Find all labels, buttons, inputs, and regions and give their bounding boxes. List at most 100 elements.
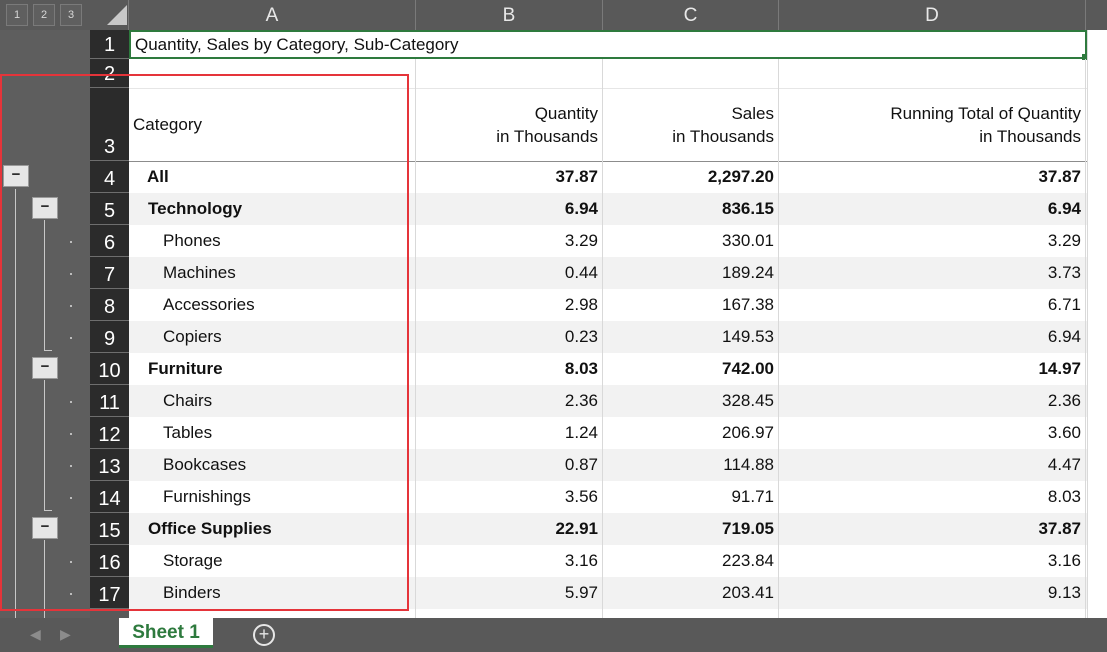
quantity-cell[interactable]: 0.23 bbox=[416, 321, 603, 353]
quantity-cell[interactable]: 2.36 bbox=[416, 385, 603, 417]
category-cell[interactable]: Machines bbox=[129, 257, 416, 289]
quantity-header[interactable]: Quantity in Thousands bbox=[416, 88, 603, 161]
row-header-7[interactable]: 7 bbox=[90, 257, 129, 289]
quantity-cell[interactable]: 3.56 bbox=[416, 481, 603, 513]
category-cell[interactable]: Tables bbox=[129, 417, 416, 449]
category-cell[interactable]: Furnishings bbox=[129, 481, 416, 513]
outline-level-2-button[interactable]: 2 bbox=[33, 4, 55, 26]
cell[interactable] bbox=[603, 609, 779, 618]
title-cell[interactable]: Quantity, Sales by Category, Sub-Categor… bbox=[129, 30, 1087, 59]
quantity-cell[interactable]: 1.24 bbox=[416, 417, 603, 449]
sales-cell[interactable]: 189.24 bbox=[603, 257, 779, 289]
sales-cell[interactable]: 206.97 bbox=[603, 417, 779, 449]
cell[interactable] bbox=[603, 59, 779, 88]
row-header-12[interactable]: 12 bbox=[90, 417, 129, 449]
fill-handle[interactable] bbox=[1082, 54, 1088, 60]
sales-cell[interactable]: 91.71 bbox=[603, 481, 779, 513]
add-sheet-icon[interactable]: + bbox=[253, 624, 275, 646]
row-header-6[interactable]: 6 bbox=[90, 225, 129, 257]
running-total-cell[interactable]: 6.94 bbox=[779, 321, 1086, 353]
row-header-17[interactable]: 17 bbox=[90, 577, 129, 609]
sales-cell[interactable]: 328.45 bbox=[603, 385, 779, 417]
running-total-cell[interactable]: 3.16 bbox=[779, 545, 1086, 577]
category-cell[interactable]: Office Supplies bbox=[129, 513, 416, 545]
cell[interactable] bbox=[129, 609, 416, 618]
quantity-cell[interactable]: 22.91 bbox=[416, 513, 603, 545]
quantity-cell[interactable]: 5.97 bbox=[416, 577, 603, 609]
row-header-14[interactable]: 14 bbox=[90, 481, 129, 513]
row-header-3[interactable]: 3 bbox=[90, 88, 129, 161]
sales-cell[interactable]: 167.38 bbox=[603, 289, 779, 321]
cell[interactable] bbox=[779, 59, 1086, 88]
quantity-cell[interactable]: 37.87 bbox=[416, 161, 603, 193]
quantity-cell[interactable]: 8.03 bbox=[416, 353, 603, 385]
category-cell[interactable]: Copiers bbox=[129, 321, 416, 353]
cell[interactable] bbox=[129, 59, 416, 88]
running-total-cell[interactable]: 9.13 bbox=[779, 577, 1086, 609]
quantity-cell[interactable]: 2.98 bbox=[416, 289, 603, 321]
quantity-cell[interactable]: 3.29 bbox=[416, 225, 603, 257]
row-header-15[interactable]: 15 bbox=[90, 513, 129, 545]
sales-cell[interactable]: 203.41 bbox=[603, 577, 779, 609]
column-header-d[interactable]: D bbox=[779, 0, 1086, 30]
column-header-b[interactable]: B bbox=[416, 0, 603, 30]
outline-level-3-button[interactable]: 3 bbox=[60, 4, 82, 26]
running-total-cell[interactable]: 6.94 bbox=[779, 193, 1086, 225]
sales-cell[interactable]: 330.01 bbox=[603, 225, 779, 257]
running-total-cell[interactable]: 4.47 bbox=[779, 449, 1086, 481]
running-total-cell[interactable]: 37.87 bbox=[779, 161, 1086, 193]
cell[interactable] bbox=[779, 609, 1086, 618]
quantity-cell[interactable]: 3.16 bbox=[416, 545, 603, 577]
sales-cell[interactable]: 742.00 bbox=[603, 353, 779, 385]
tab-nav-next-icon[interactable]: ▶ bbox=[60, 626, 71, 642]
running-total-cell[interactable]: 6.71 bbox=[779, 289, 1086, 321]
quantity-cell[interactable]: 0.44 bbox=[416, 257, 603, 289]
running-total-cell[interactable]: 3.73 bbox=[779, 257, 1086, 289]
running-total-header[interactable]: Running Total of Quantity in Thousands bbox=[779, 88, 1086, 161]
sales-cell[interactable]: 114.88 bbox=[603, 449, 779, 481]
column-header-c[interactable]: C bbox=[603, 0, 779, 30]
tab-nav-prev-icon[interactable]: ◀ bbox=[30, 626, 41, 642]
running-total-cell[interactable]: 2.36 bbox=[779, 385, 1086, 417]
running-total-cell[interactable]: 3.60 bbox=[779, 417, 1086, 449]
running-total-cell[interactable]: 8.03 bbox=[779, 481, 1086, 513]
row-header-10[interactable]: 10 bbox=[90, 353, 129, 385]
collapse-furniture-button[interactable]: − bbox=[32, 357, 58, 379]
collapse-technology-button[interactable]: − bbox=[32, 197, 58, 219]
quantity-cell[interactable]: 6.94 bbox=[416, 193, 603, 225]
collapse-office-supplies-button[interactable]: − bbox=[32, 517, 58, 539]
sales-cell[interactable]: 836.15 bbox=[603, 193, 779, 225]
cell[interactable] bbox=[416, 609, 603, 618]
category-cell[interactable]: Storage bbox=[129, 545, 416, 577]
row-header-13[interactable]: 13 bbox=[90, 449, 129, 481]
row-header-1[interactable]: 1 bbox=[90, 30, 129, 59]
collapse-all-button[interactable]: − bbox=[3, 165, 29, 187]
sales-cell[interactable]: 719.05 bbox=[603, 513, 779, 545]
tab-sheet-1[interactable]: Sheet 1 bbox=[119, 618, 213, 648]
vertical-scrollbar[interactable] bbox=[1087, 30, 1107, 618]
select-all-corner[interactable] bbox=[90, 0, 129, 30]
row-header-16[interactable]: 16 bbox=[90, 545, 129, 577]
sales-header[interactable]: Sales in Thousands bbox=[603, 88, 779, 161]
sales-cell[interactable]: 149.53 bbox=[603, 321, 779, 353]
row-header-4[interactable]: 4 bbox=[90, 161, 129, 193]
select-all-triangle-icon[interactable] bbox=[107, 5, 127, 25]
category-header[interactable]: Category bbox=[129, 88, 416, 161]
sales-cell[interactable]: 223.84 bbox=[603, 545, 779, 577]
row-header-11[interactable]: 11 bbox=[90, 385, 129, 417]
outline-level-1-button[interactable]: 1 bbox=[6, 4, 28, 26]
category-cell[interactable]: Phones bbox=[129, 225, 416, 257]
category-cell[interactable]: Accessories bbox=[129, 289, 416, 321]
quantity-cell[interactable]: 0.87 bbox=[416, 449, 603, 481]
category-cell[interactable]: Chairs bbox=[129, 385, 416, 417]
row-header-5[interactable]: 5 bbox=[90, 193, 129, 225]
category-cell[interactable]: Binders bbox=[129, 577, 416, 609]
running-total-cell[interactable]: 37.87 bbox=[779, 513, 1086, 545]
column-header-a[interactable]: A bbox=[129, 0, 416, 30]
cell[interactable] bbox=[416, 59, 603, 88]
row-header-2[interactable]: 2 bbox=[90, 59, 129, 88]
category-cell[interactable]: All bbox=[129, 161, 416, 193]
row-header-9[interactable]: 9 bbox=[90, 321, 129, 353]
category-cell[interactable]: Technology bbox=[129, 193, 416, 225]
category-cell[interactable]: Bookcases bbox=[129, 449, 416, 481]
